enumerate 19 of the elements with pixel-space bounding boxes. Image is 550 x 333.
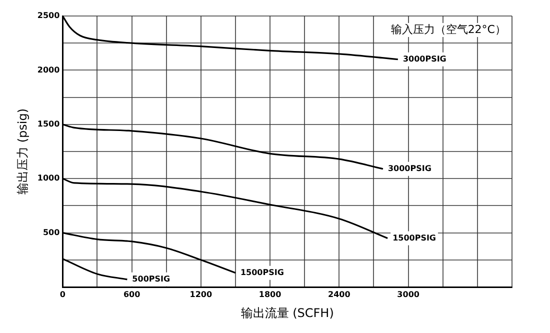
series-label: 3000PSIG: [388, 164, 432, 173]
x-axis-title: 输出流量 (SCFH): [240, 306, 334, 320]
x-tick-label: 600: [123, 290, 141, 299]
x-tick-label: 1200: [190, 290, 212, 299]
series-label: 1500PSIG: [392, 233, 436, 242]
y-tick-label: 2500: [37, 11, 60, 20]
y-axis-title: 输出压力 (psig): [15, 108, 30, 194]
series-label: 500PSIG: [132, 274, 170, 284]
y-tick-label: 1500: [37, 119, 60, 128]
annotation: 输入压力（空气22°C）: [390, 22, 506, 36]
x-tick-label: 1800: [258, 290, 282, 299]
y-tick-label: 1000: [37, 174, 60, 183]
series-label: 1500PSIG: [240, 268, 284, 277]
x-tick-label: 2400: [328, 290, 351, 299]
x-tick-label: 3000: [397, 290, 420, 299]
x-tick-label: 0: [60, 290, 66, 299]
y-tick-label: 2000: [37, 65, 60, 74]
series-label: 3000PSIG: [402, 54, 446, 64]
y-tick-label: 500: [42, 228, 60, 237]
